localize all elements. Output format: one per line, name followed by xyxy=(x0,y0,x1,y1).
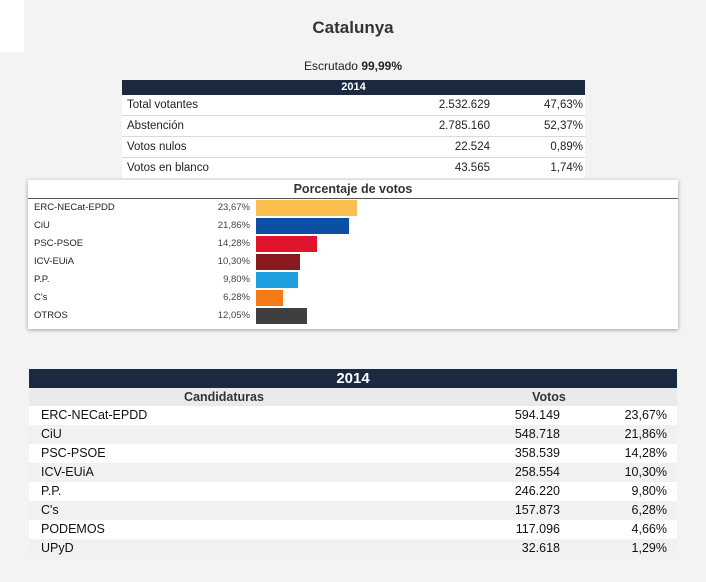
chart-value-label: 10,30% xyxy=(217,256,250,267)
results-table: 2014 Candidaturas Votos ERC-NECat-EPDD 5… xyxy=(29,369,677,558)
chart-category-label: CiU xyxy=(34,220,50,231)
party-name: CiU xyxy=(41,427,62,441)
chart-category-label: P.P. xyxy=(34,274,50,285)
chart-row: OTROS 12,05% xyxy=(28,307,678,325)
party-votes: 358.539 xyxy=(514,446,560,460)
top-left-white-block xyxy=(0,0,24,52)
party-pct: 4,66% xyxy=(631,522,667,536)
chart-row: P.P. 9,80% xyxy=(28,271,678,289)
party-pct: 21,86% xyxy=(624,427,667,441)
party-votes: 117.096 xyxy=(515,522,560,536)
table-row: PSC-PSOE 358.539 14,28% xyxy=(29,444,677,463)
summary-label: Abstención xyxy=(127,120,184,132)
party-name: C's xyxy=(41,503,59,517)
summary-row: Total votantes 2.532.629 47,63% xyxy=(122,95,585,116)
chart-category-label: OTROS xyxy=(34,310,68,321)
chart-category-label: ICV-EUiA xyxy=(34,256,75,267)
party-votes: 548.718 xyxy=(514,427,560,441)
page-title: Catalunya xyxy=(312,18,394,37)
chart-title: Porcentaje de votos xyxy=(293,182,413,196)
summary-label: Votos nulos xyxy=(127,141,187,153)
chart-value-label: 12,05% xyxy=(217,310,250,321)
party-votes: 32.618 xyxy=(521,541,560,555)
party-name: PODEMOS xyxy=(41,522,105,536)
party-pct: 6,28% xyxy=(631,503,667,517)
party-name: UPyD xyxy=(41,541,74,555)
header-candidaturas: Candidaturas xyxy=(184,390,264,404)
chart-bar xyxy=(256,236,317,252)
summary-year-header: 2014 xyxy=(122,80,585,95)
escrutado-value: 99,99% xyxy=(361,59,403,73)
escrutado-label: Escrutado xyxy=(303,59,358,73)
chart-row: PSC-PSOE 14,28% xyxy=(28,235,678,253)
chart-row: CiU 21,86% xyxy=(28,217,678,235)
table-row: CiU 548.718 21,86% xyxy=(29,425,677,444)
chart-bar xyxy=(256,290,283,306)
escrutado-line: Escrutado 99,99% xyxy=(0,59,706,73)
party-pct: 23,67% xyxy=(624,408,667,422)
chart-bar xyxy=(256,200,357,216)
chart-bar xyxy=(256,218,349,234)
header-votos: Votos xyxy=(532,390,566,404)
chart-category-label: C's xyxy=(34,292,48,303)
party-votes: 246.220 xyxy=(514,484,560,498)
chart-row: C's 6,28% xyxy=(28,289,678,307)
table-row: ICV-EUiA 258.554 10,30% xyxy=(29,463,677,482)
chart-bar xyxy=(256,254,300,270)
chart-title-divider xyxy=(28,198,678,199)
summary-table: 2014 Total votantes 2.532.629 47,63% Abs… xyxy=(122,80,585,178)
chart-value-label: 23,67% xyxy=(217,202,250,213)
party-name: ERC-NECat-EPDD xyxy=(41,408,148,422)
summary-label: Votos en blanco xyxy=(127,162,209,174)
summary-count: 22.524 xyxy=(454,141,490,153)
results-year-header: 2014 xyxy=(29,369,677,388)
chart-value-label: 14,28% xyxy=(217,238,250,249)
party-votes: 157.873 xyxy=(514,503,560,517)
table-row: C's 157.873 6,28% xyxy=(29,501,677,520)
chart-value-label: 6,28% xyxy=(223,292,250,303)
chart-row: ICV-EUiA 10,30% xyxy=(28,253,678,271)
table-row: UPyD 32.618 1,29% xyxy=(29,539,677,558)
party-name: PSC-PSOE xyxy=(41,446,106,460)
summary-pct: 47,63% xyxy=(543,99,583,111)
summary-pct: 52,37% xyxy=(543,120,583,132)
party-name: ICV-EUiA xyxy=(41,465,94,479)
party-votes: 258.554 xyxy=(514,465,560,479)
table-row: ERC-NECat-EPDD 594.149 23,67% xyxy=(29,406,677,425)
summary-row: Votos en blanco 43.565 1,74% xyxy=(122,158,585,178)
party-pct: 10,30% xyxy=(624,465,667,479)
chart-row: ERC-NECat-EPDD 23,67% xyxy=(28,199,678,217)
chart-category-label: ERC-NECat-EPDD xyxy=(34,202,115,213)
summary-row: Votos nulos 22.524 0,89% xyxy=(122,137,585,158)
chart-bar xyxy=(256,272,298,288)
results-column-headers: Candidaturas Votos xyxy=(29,388,677,406)
party-pct: 14,28% xyxy=(624,446,667,460)
chart-category-label: PSC-PSOE xyxy=(34,238,84,249)
summary-count: 2.532.629 xyxy=(438,99,490,111)
party-pct: 1,29% xyxy=(631,541,667,555)
summary-pct: 0,89% xyxy=(550,141,583,153)
table-row: P.P. 246.220 9,80% xyxy=(29,482,677,501)
party-pct: 9,80% xyxy=(631,484,667,498)
chart-value-label: 21,86% xyxy=(217,220,250,231)
vote-percentage-chart: Porcentaje de votos ERC-NECat-EPDD 23,67%… xyxy=(28,180,678,329)
summary-count: 43.565 xyxy=(454,162,490,174)
summary-count: 2.785.160 xyxy=(438,120,490,132)
summary-pct: 1,74% xyxy=(550,162,583,174)
party-name: P.P. xyxy=(41,484,62,498)
chart-value-label: 9,80% xyxy=(223,274,250,285)
summary-row: Abstención 2.785.160 52,37% xyxy=(122,116,585,137)
party-votes: 594.149 xyxy=(514,408,560,422)
summary-label: Total votantes xyxy=(127,99,198,111)
table-row: PODEMOS 117.096 4,66% xyxy=(29,520,677,539)
chart-bar xyxy=(256,308,307,324)
